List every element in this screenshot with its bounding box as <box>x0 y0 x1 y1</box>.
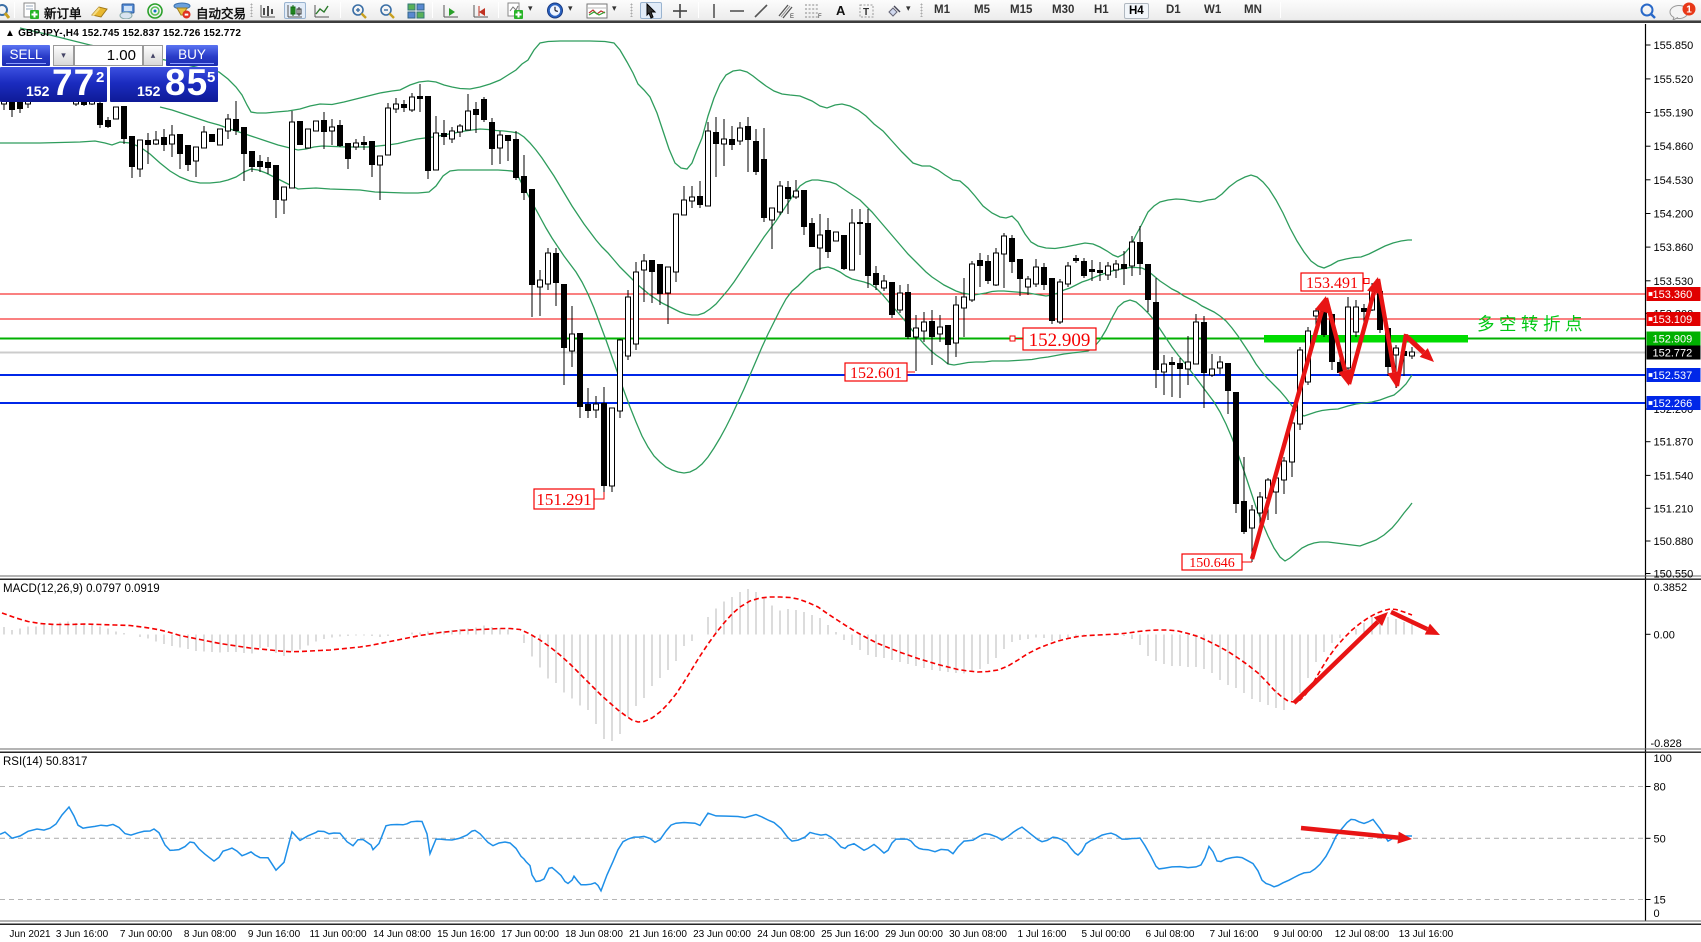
svg-text:Jun 2021: Jun 2021 <box>9 929 51 940</box>
svg-text:152.909: 152.909 <box>1029 330 1091 351</box>
svg-text:0.3852: 0.3852 <box>1654 582 1688 594</box>
svg-text:152.772: 152.772 <box>1653 348 1693 360</box>
svg-text:80: 80 <box>1654 782 1666 794</box>
svg-text:150.646: 150.646 <box>1189 556 1235 571</box>
svg-text:30 Jun 08:00: 30 Jun 08:00 <box>949 929 1007 940</box>
svg-text:150.550: 150.550 <box>1654 569 1694 581</box>
svg-text:152.537: 152.537 <box>1653 370 1693 382</box>
svg-text:6 Jul 08:00: 6 Jul 08:00 <box>1146 929 1195 940</box>
svg-text:152.266: 152.266 <box>1653 398 1693 410</box>
svg-text:50: 50 <box>1654 833 1666 845</box>
svg-text:21 Jun 16:00: 21 Jun 16:00 <box>629 929 687 940</box>
svg-text:12 Jul 08:00: 12 Jul 08:00 <box>1335 929 1390 940</box>
svg-text:3 Jun 16:00: 3 Jun 16:00 <box>56 929 109 940</box>
svg-text:154.200: 154.200 <box>1654 209 1694 221</box>
svg-text:151.870: 151.870 <box>1654 437 1694 449</box>
svg-text:151.291: 151.291 <box>536 490 591 509</box>
svg-text:18 Jun 08:00: 18 Jun 08:00 <box>565 929 623 940</box>
svg-text:151.210: 151.210 <box>1654 503 1694 515</box>
svg-text:24 Jun 08:00: 24 Jun 08:00 <box>757 929 815 940</box>
svg-text:153.860: 153.860 <box>1654 242 1694 254</box>
svg-text:153.109: 153.109 <box>1653 314 1693 326</box>
svg-text:1: 1 <box>1686 4 1692 15</box>
svg-text:15 Jun 16:00: 15 Jun 16:00 <box>437 929 495 940</box>
svg-text:0.00: 0.00 <box>1654 629 1675 641</box>
svg-text:152.601: 152.601 <box>850 365 902 382</box>
svg-text:T: T <box>863 7 869 18</box>
svg-text:29 Jun 00:00: 29 Jun 00:00 <box>885 929 943 940</box>
svg-text:13 Jul 16:00: 13 Jul 16:00 <box>1399 929 1454 940</box>
svg-text:MACD(12,26,9) 0.0797 0.0919: MACD(12,26,9) 0.0797 0.0919 <box>3 583 160 595</box>
svg-text:9 Jul 00:00: 9 Jul 00:00 <box>1274 929 1323 940</box>
svg-text:F: F <box>818 14 822 19</box>
svg-text:153.360: 153.360 <box>1653 289 1693 301</box>
svg-text:155.520: 155.520 <box>1654 74 1694 86</box>
svg-text:153.491: 153.491 <box>1306 275 1358 292</box>
svg-text:25 Jun 16:00: 25 Jun 16:00 <box>821 929 879 940</box>
svg-text:9 Jun 16:00: 9 Jun 16:00 <box>248 929 301 940</box>
svg-text:11 Jun 00:00: 11 Jun 00:00 <box>309 929 367 940</box>
svg-text:152.909: 152.909 <box>1653 334 1693 346</box>
svg-text:150.880: 150.880 <box>1654 536 1694 548</box>
svg-text:23 Jun 00:00: 23 Jun 00:00 <box>693 929 751 940</box>
svg-text:154.860: 154.860 <box>1654 141 1694 153</box>
svg-text:7 Jul 16:00: 7 Jul 16:00 <box>1210 929 1259 940</box>
svg-text:1 Jul 16:00: 1 Jul 16:00 <box>1018 929 1067 940</box>
svg-text:E: E <box>790 14 794 19</box>
svg-text:155.190: 155.190 <box>1654 108 1694 120</box>
svg-text:7 Jun 00:00: 7 Jun 00:00 <box>120 929 173 940</box>
svg-text:153.530: 153.530 <box>1654 276 1694 288</box>
svg-text:100: 100 <box>1654 753 1672 765</box>
svg-text:154.530: 154.530 <box>1654 175 1694 187</box>
svg-text:5 Jul 00:00: 5 Jul 00:00 <box>1082 929 1131 940</box>
svg-text:155.850: 155.850 <box>1654 40 1694 52</box>
svg-text:151.540: 151.540 <box>1654 470 1694 482</box>
svg-text:8 Jun 08:00: 8 Jun 08:00 <box>184 929 237 940</box>
svg-text:17 Jun 00:00: 17 Jun 00:00 <box>501 929 559 940</box>
svg-text:多空转折点: 多空转折点 <box>1477 314 1587 334</box>
svg-text:0: 0 <box>1654 908 1660 920</box>
svg-text:15: 15 <box>1654 895 1666 907</box>
svg-text:-0.828: -0.828 <box>1651 738 1682 750</box>
svg-text:14 Jun 08:00: 14 Jun 08:00 <box>373 929 431 940</box>
svg-text:RSI(14) 50.8317: RSI(14) 50.8317 <box>3 756 87 768</box>
